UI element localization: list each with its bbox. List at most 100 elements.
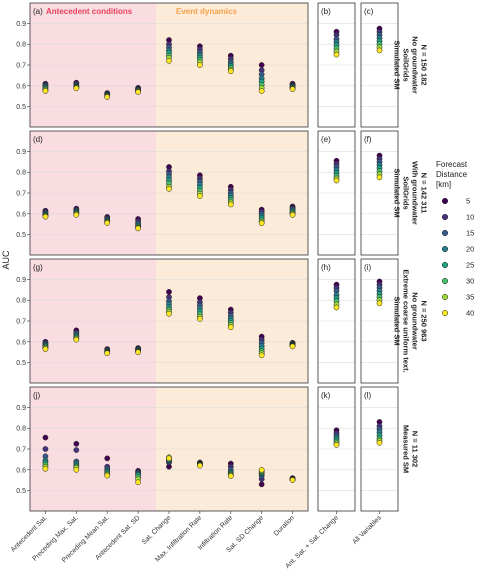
panel-tag: (c) (364, 7, 374, 16)
y-tick-label: 0.6 (16, 339, 26, 346)
data-point (42, 465, 49, 472)
data-point (166, 310, 172, 317)
strip-label-line: SoilGrids (402, 176, 411, 209)
data-point (42, 434, 49, 441)
panel-tag: (j) (33, 391, 40, 400)
y-tick-label: 0.6 (16, 83, 26, 90)
x-tick-label: Sat. Change (141, 514, 173, 546)
data-point (258, 220, 265, 227)
y-tick-label: 0.5 (16, 104, 26, 111)
data-point (135, 225, 141, 232)
legend-swatch (441, 213, 449, 221)
panel-tag: (i) (364, 263, 371, 272)
panel-tag: (l) (364, 391, 371, 400)
y-tick-label: 0.8 (16, 170, 26, 177)
y-tick-label: 0.7 (16, 447, 26, 454)
x-tick-label: All Variables (352, 514, 384, 546)
data-point (289, 86, 296, 92)
data-point (258, 88, 265, 94)
data-point (73, 466, 80, 473)
panel-tag: (a) (33, 7, 43, 16)
data-points (42, 25, 383, 488)
panel-frame (29, 130, 309, 256)
legend-swatch (441, 309, 449, 317)
y-tick-label: 0.5 (16, 232, 26, 239)
strip-label-line: Simulated SM (393, 296, 402, 345)
legend-label: 20 (466, 245, 474, 254)
data-point (42, 88, 49, 94)
data-point (376, 439, 383, 446)
strip-label-line: Measured SM (402, 425, 411, 473)
panel-tag: (f) (364, 135, 372, 144)
strip-label-line: Simulated SM (393, 40, 402, 89)
y-tick-label: 0.9 (16, 277, 26, 284)
y-tick-label: 0.7 (16, 63, 26, 70)
data-point (135, 89, 141, 95)
panel-tag: (b) (321, 7, 331, 16)
strip-label-line: SoilGrids (402, 48, 411, 81)
panel-tag: (k) (321, 391, 331, 400)
panel-frame (360, 386, 399, 512)
data-point (197, 193, 203, 199)
data-point (376, 47, 383, 54)
y-tick-label: 0.9 (16, 405, 26, 412)
data-point (376, 300, 383, 307)
data-point (135, 349, 141, 356)
data-point (258, 352, 265, 359)
event-title: Event dynamics (176, 7, 237, 16)
legend-title: Distance (436, 170, 468, 179)
data-point (227, 324, 234, 331)
data-point (333, 441, 340, 448)
panel-tag: (h) (321, 263, 331, 272)
data-point (104, 455, 111, 462)
legend-swatch (441, 277, 449, 285)
strip-label-line: Simulated SM (393, 168, 402, 217)
strip-label: Simulated SM Extreme coarse uniform text.… (393, 269, 429, 372)
y-tick-label: 0.5 (16, 360, 26, 367)
data-point (104, 220, 111, 226)
panel-tag: (d) (33, 135, 43, 144)
y-tick-label: 0.6 (16, 211, 26, 218)
legend-swatch (441, 245, 449, 253)
panel-frame (29, 2, 309, 128)
strip-label: Simulated SM SoilGrids With groundwater N =… (393, 161, 429, 225)
data-point (227, 68, 234, 75)
data-point (166, 455, 172, 462)
y-tick-label: 0.7 (16, 191, 26, 198)
panel-frame (317, 386, 356, 512)
panel-frames (29, 2, 399, 512)
data-point (197, 462, 203, 469)
legend-swatch (441, 197, 449, 205)
data-point (73, 85, 80, 92)
panel-frame (29, 258, 309, 384)
y-tick-label: 0.8 (16, 426, 26, 433)
y-tick-label: 0.9 (16, 21, 26, 28)
panel-frame (360, 130, 399, 256)
strip-label-line: No groundwater (411, 36, 420, 94)
legend-swatch (441, 229, 449, 237)
panel-frame (29, 386, 309, 512)
y-tick-label: 0.5 (16, 488, 26, 495)
data-point (42, 446, 49, 452)
data-point (73, 447, 80, 453)
strip-label-line: N = 142 311 (420, 173, 429, 214)
y-tick-label: 0.9 (16, 149, 26, 156)
legend-label: 10 (466, 213, 474, 222)
panel-frame (317, 258, 356, 384)
panel-frame (360, 258, 399, 384)
data-point (197, 316, 203, 322)
y-tick-label: 0.8 (16, 298, 26, 305)
data-point (166, 289, 172, 295)
data-point (289, 211, 296, 218)
strip-label-line: No groundwater (411, 292, 420, 350)
data-point (73, 336, 80, 343)
panel-frame (317, 130, 356, 256)
data-point (73, 440, 80, 447)
data-point (166, 57, 172, 64)
legend-label: 25 (466, 261, 474, 270)
legend-label: 35 (466, 293, 474, 302)
panel-backgrounds (30, 3, 398, 511)
data-point (135, 479, 141, 486)
data-point (333, 304, 340, 311)
